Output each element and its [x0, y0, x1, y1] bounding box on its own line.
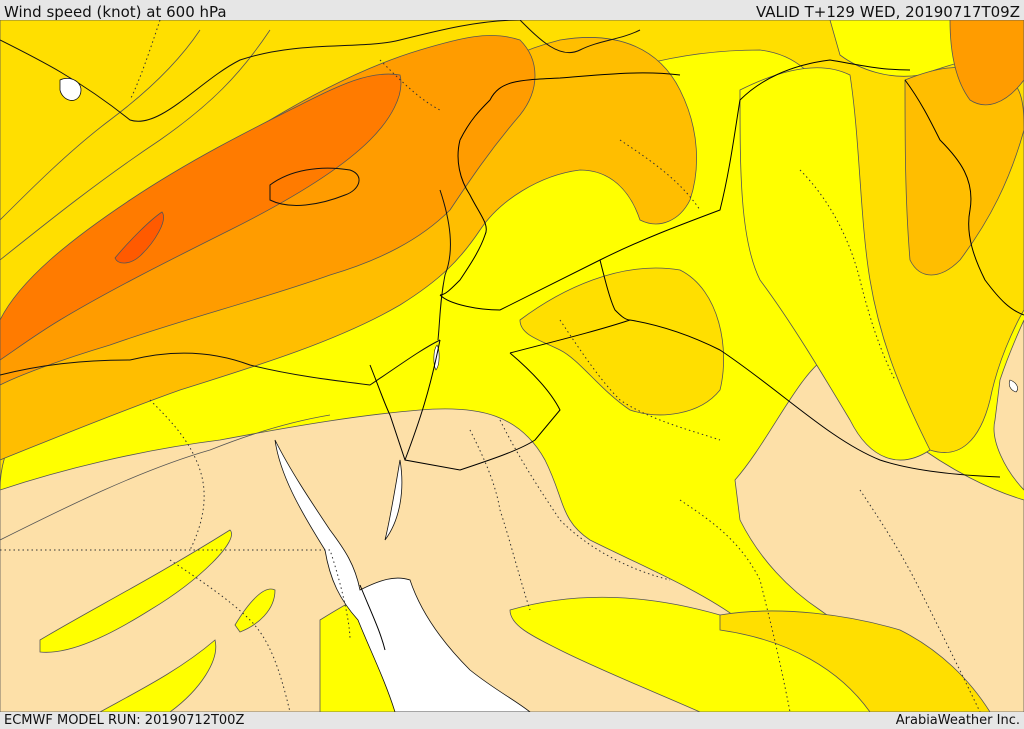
red-sea — [274, 439, 531, 712]
province-boundaries — [0, 20, 981, 712]
aegean-water — [59, 78, 82, 101]
band-4-ne — [949, 20, 1024, 106]
band-1-patch-sw3 — [234, 588, 276, 633]
header-bar: Wind speed (knot) at 600 hPa VALID T+129… — [0, 0, 1024, 21]
band-5-main — [0, 73, 402, 361]
model-run-label: ECMWF MODEL RUN: 20190712T00Z — [4, 713, 245, 728]
contour-lines — [0, 29, 331, 541]
band-1-patch-sw1 — [39, 529, 232, 653]
wind-speed-map — [0, 20, 1024, 712]
valid-time: VALID T+129 WED, 20190717T09Z — [755, 3, 1020, 21]
band-1-east-valley — [739, 67, 931, 461]
country-borders — [359, 59, 1024, 651]
band-6-core — [114, 211, 164, 264]
footer-bar: ECMWF MODEL RUN: 20190712T00Z ArabiaWeat… — [0, 712, 1024, 729]
coastlines — [0, 20, 641, 386]
band-1-patch-sw2 — [99, 639, 217, 712]
gulf-of-aqaba — [384, 459, 403, 541]
map-title: Wind speed (knot) at 600 hPa — [4, 3, 227, 21]
band-2-se-patch — [719, 610, 991, 712]
gulf-water-east — [1008, 379, 1018, 393]
band-2-center-lobe — [519, 267, 725, 416]
credit-label: ArabiaWeather Inc. — [895, 713, 1020, 728]
